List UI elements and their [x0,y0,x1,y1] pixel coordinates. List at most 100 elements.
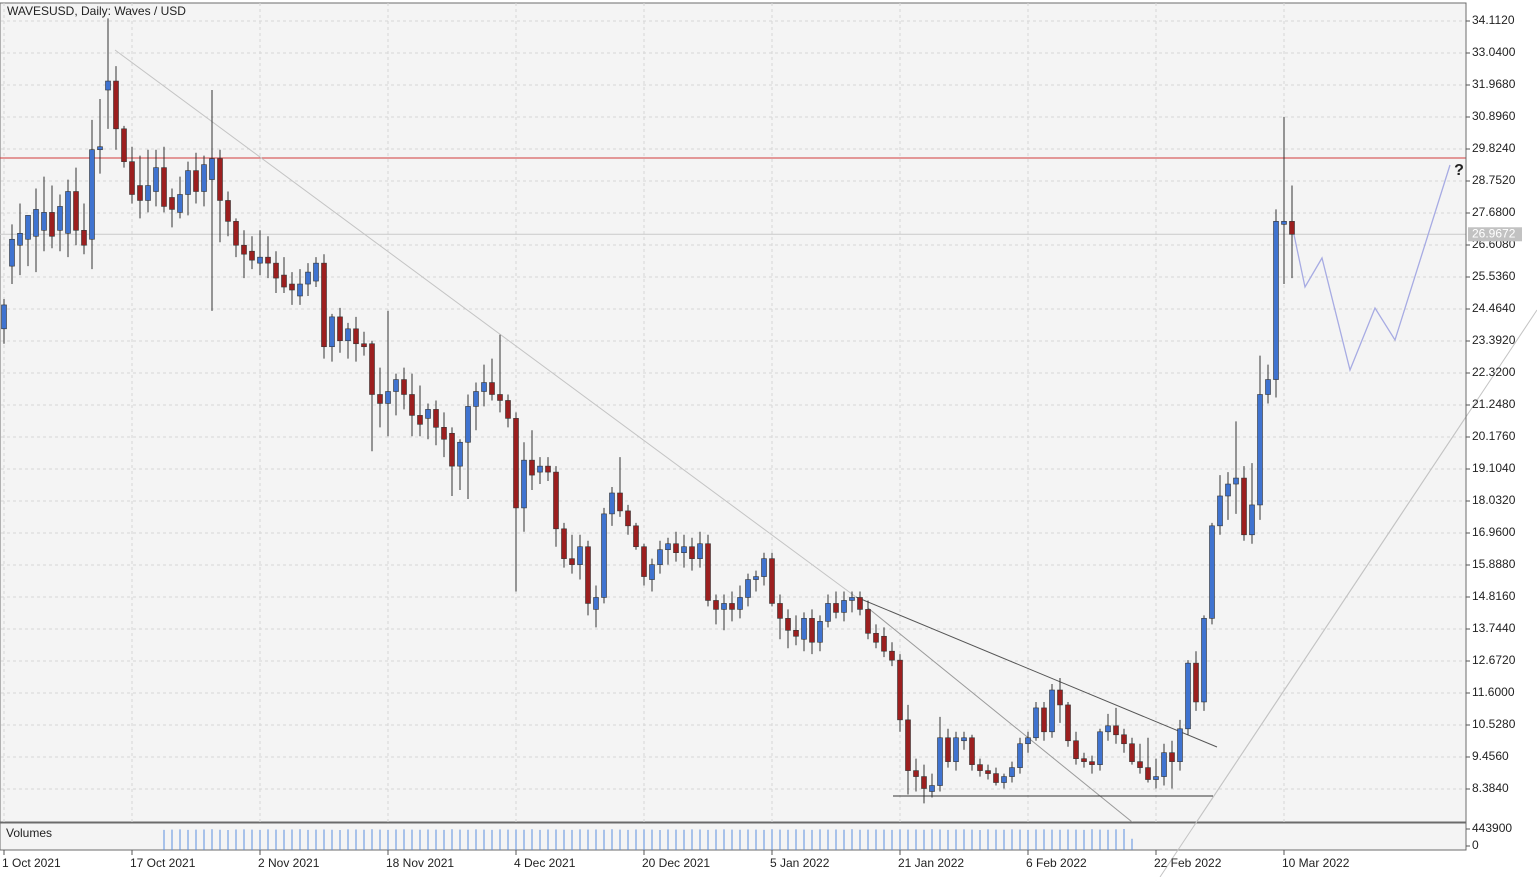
candle-body [681,546,687,553]
volume-tick-label: 0 [1472,838,1479,852]
candle-body [785,618,791,631]
x-tick-label: 20 Dec 2021 [642,856,710,870]
trend-line [114,49,857,598]
candle-body [1193,662,1199,703]
candle-body [41,212,47,231]
candle-body [433,409,439,428]
x-tick-label: 18 Nov 2021 [386,856,454,870]
y-tick-label: 33.0400 [1472,45,1516,59]
candle-body [729,603,735,610]
candle-body [481,382,487,392]
x-tick-label: 6 Feb 2022 [1026,856,1087,870]
candle-body [761,558,767,577]
candle-body [1185,662,1191,730]
candle-body [1089,761,1095,765]
trend-line [1159,309,1537,877]
y-tick-label: 14.8160 [1472,589,1516,603]
y-tick-label: 18.0320 [1472,493,1516,507]
candle-body [57,206,63,231]
candle-body [169,197,175,210]
candle-body [889,650,895,661]
candle-body [817,621,823,643]
candle-body [257,256,263,264]
candle-body [577,546,583,565]
candle-body [329,316,335,348]
candle-body [745,579,751,598]
candle-body [1273,221,1279,380]
candle-body [665,543,671,551]
candle-body [617,492,623,512]
candle-body [1025,737,1031,745]
candle-body [33,209,39,237]
candle-body [489,382,495,395]
x-tick-label: 21 Jan 2022 [898,856,964,870]
candles [1,18,1295,850]
candle-body [1161,752,1167,777]
candle-body [457,441,463,467]
candle-body [81,230,87,246]
candle-body [993,773,999,783]
candle-body [649,564,655,580]
candle-body [401,379,407,395]
candle-body [25,215,31,240]
candle-body [377,394,383,404]
candle-body [1265,379,1271,395]
candle-body [1017,743,1023,768]
y-tick-label: 12.6720 [1472,653,1516,667]
y-tick-label: 27.6800 [1472,205,1516,219]
candle-body [121,128,127,162]
annotation: ? [1454,162,1464,179]
candle-body [361,343,367,348]
candle-body [1225,483,1231,497]
y-tick-label: 10.5280 [1472,717,1516,731]
candle-body [209,158,215,180]
candle-body [1081,758,1087,762]
y-tick-label: 16.9600 [1472,525,1516,539]
candle-body [137,185,143,201]
candle-body [505,400,511,419]
candle-body [593,597,599,610]
candle-body [241,244,247,255]
candle-body [193,170,199,192]
candle-body [1289,221,1295,235]
x-tick-label: 22 Feb 2022 [1154,856,1222,870]
candle-body [313,262,319,282]
candle-body [945,737,951,762]
candle-body [521,459,527,509]
candle-body [753,576,759,580]
y-tick-label: 23.3920 [1472,333,1516,347]
candle-body [65,191,71,234]
candle-body [1209,525,1215,619]
candle-body [321,262,327,348]
candle-body [1257,394,1263,506]
candle-body [633,525,639,548]
candle-body [1073,740,1079,759]
candle-body [449,432,455,467]
x-tick-label: 1 Oct 2021 [2,856,61,870]
candle-body [657,549,663,565]
candle-body [49,212,55,237]
candle-body [289,283,295,291]
candle-body [337,316,343,342]
candle-body [465,406,471,443]
forecast-path [1292,164,1451,373]
candle-body [865,609,871,634]
candle-body [1137,761,1143,768]
current-price-label: 26.9672 [1472,226,1516,240]
x-tick-label: 2 Nov 2021 [258,856,320,870]
candle-body [1129,743,1135,762]
candle-body [225,200,231,222]
candle-body [417,415,423,425]
y-tick-label: 13.7440 [1472,621,1516,635]
candle-body [1233,477,1239,485]
candle-body [529,459,535,476]
candle-body [113,80,119,130]
candle-body [961,737,967,742]
candle-body [905,719,911,771]
candle-body [1097,731,1103,765]
candle-body [129,161,135,195]
candle-body [1145,767,1151,780]
candle-body [393,379,399,392]
candle-body [1,304,7,330]
candle-body [801,618,807,640]
